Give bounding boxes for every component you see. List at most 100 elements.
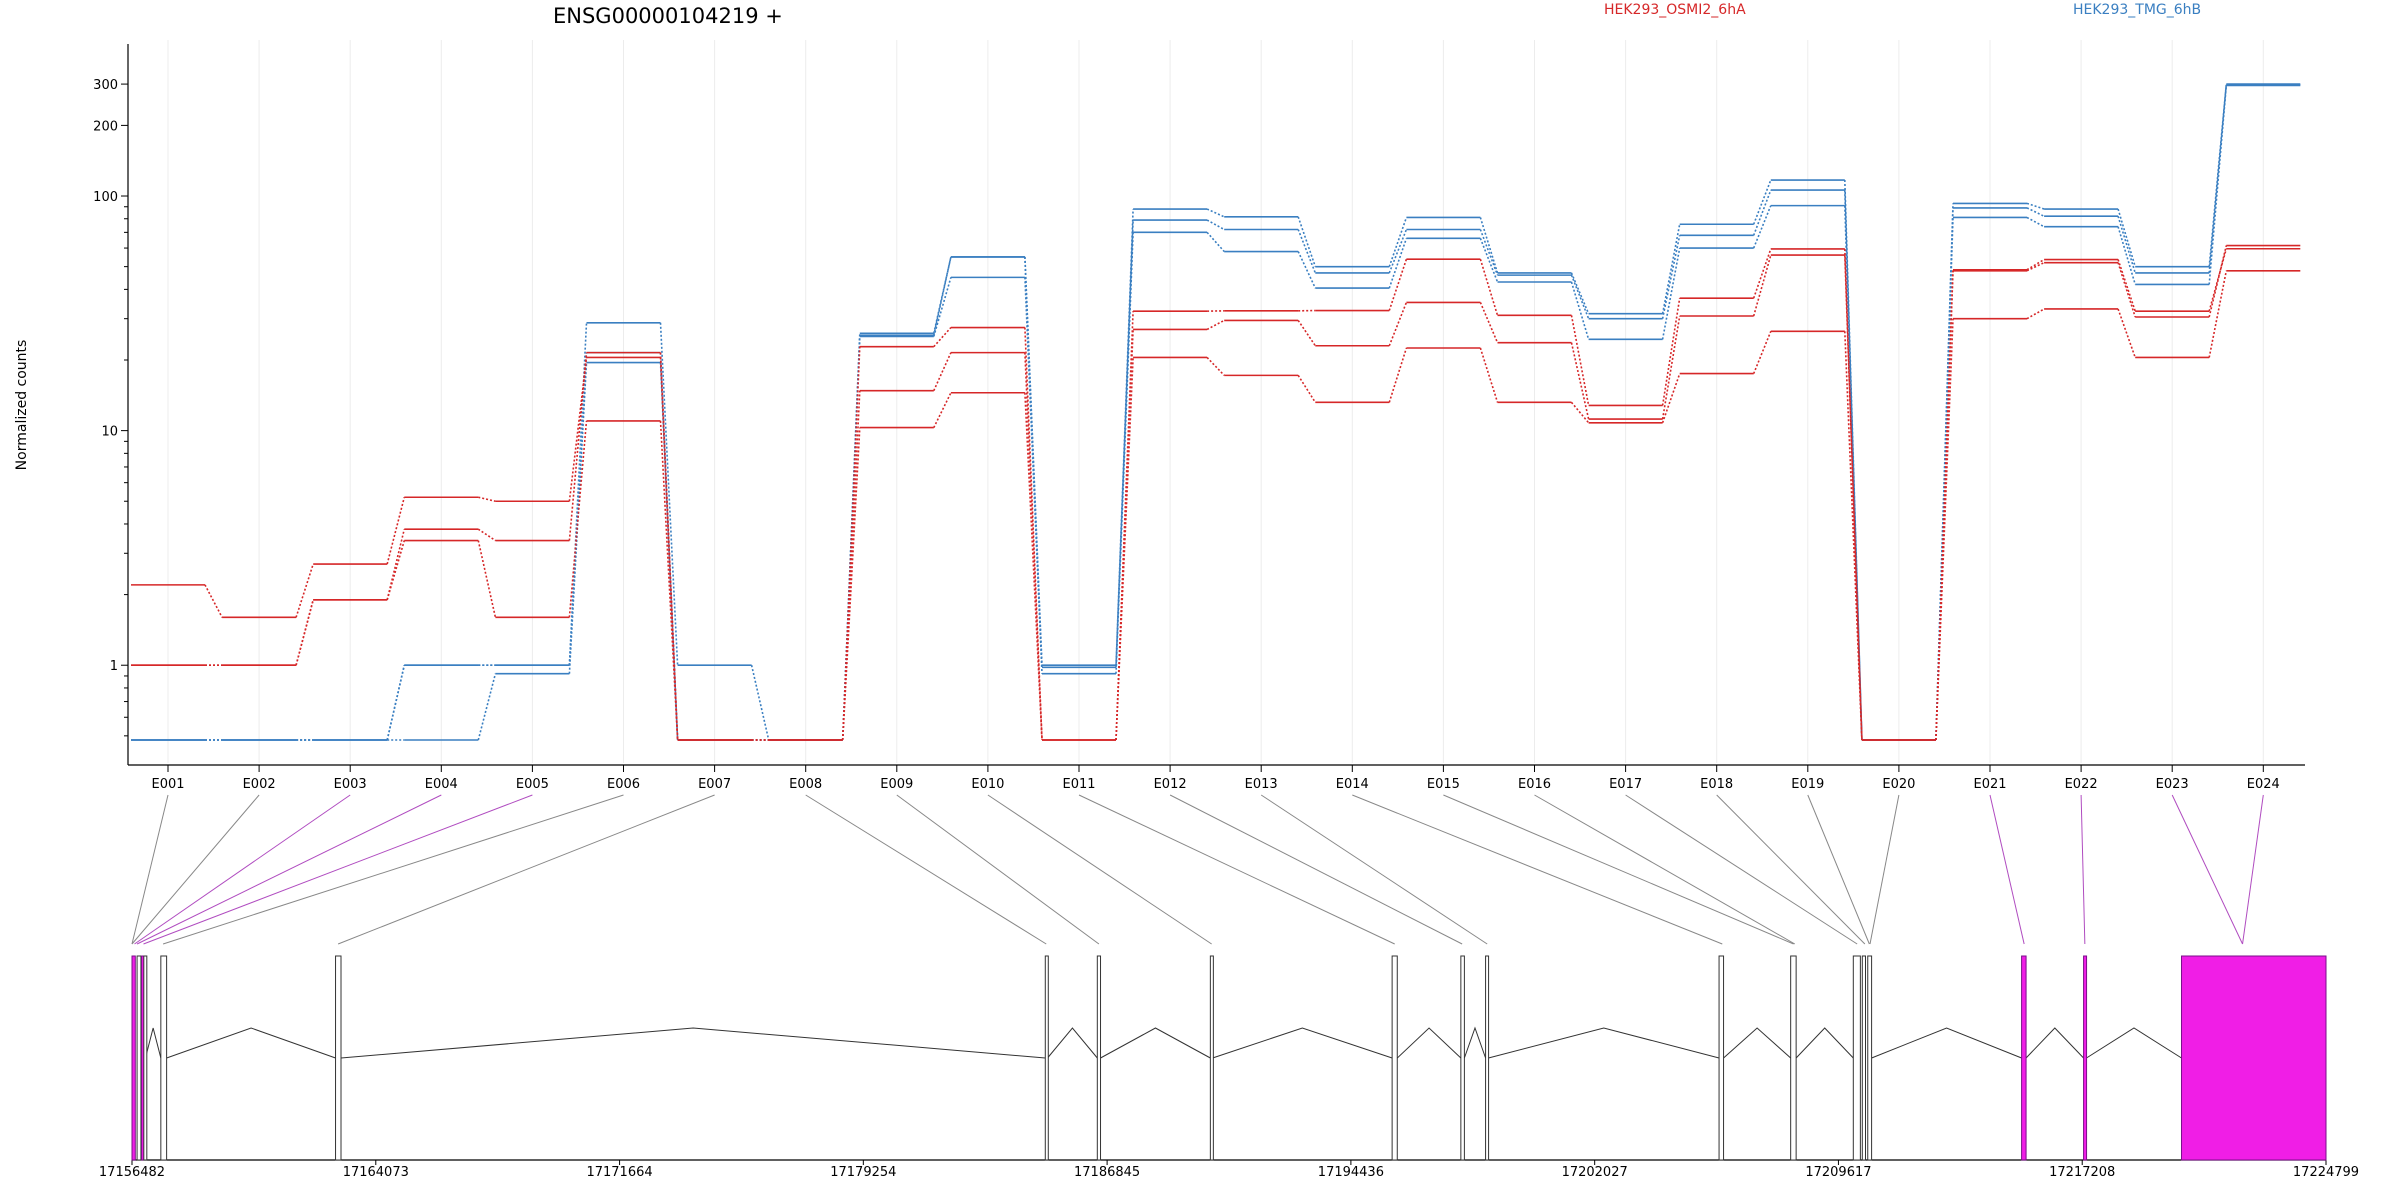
exon-block xyxy=(1485,955,1490,1161)
x-tick-label: E008 xyxy=(789,777,822,792)
intron-line xyxy=(1488,1027,1720,1059)
series-connector xyxy=(1206,219,1225,231)
series-connector xyxy=(2117,216,2136,274)
series-connector xyxy=(386,540,406,601)
series-connector xyxy=(568,322,588,666)
bin-connector-line xyxy=(2171,794,2243,945)
series-connector xyxy=(1935,318,1954,741)
series-HEK293_TMG_6hB xyxy=(131,83,2301,741)
exon-block xyxy=(1391,955,1398,1161)
series-connector xyxy=(1479,302,1499,344)
genomic-tick-label: 17164073 xyxy=(343,1165,409,1180)
exon-block xyxy=(143,955,148,1161)
series-HEK293_TMG_6hB xyxy=(131,84,2301,741)
genomic-tick-label: 17217208 xyxy=(2049,1165,2115,1180)
exon-block xyxy=(1044,955,1049,1161)
bin-connector-line xyxy=(1078,794,1395,945)
series-connector xyxy=(2208,270,2228,358)
series-connector xyxy=(1206,208,1225,218)
bin-connector-line xyxy=(1716,794,1866,945)
bin-connector-line xyxy=(2242,794,2264,945)
series-connector xyxy=(1570,274,1590,319)
series-layer xyxy=(131,83,2301,741)
bin-connectors xyxy=(131,794,2264,945)
intron-line xyxy=(1871,1027,2022,1059)
intron-line xyxy=(1047,1027,1098,1059)
bin-connector-line xyxy=(134,794,351,945)
bin-connector-line xyxy=(131,794,260,945)
series-connector xyxy=(2208,245,2228,318)
bin-connector-line xyxy=(1534,794,1796,945)
intron-line xyxy=(2025,1027,2084,1059)
x-tick-label: E017 xyxy=(1609,777,1642,792)
series-connector xyxy=(933,256,952,334)
x-tick-label: E023 xyxy=(2156,777,2189,792)
series-connector xyxy=(1661,247,1681,340)
series-connector xyxy=(1935,270,1954,741)
legend-label-tmg: HEK293_TMG_6hB xyxy=(2073,2,2201,18)
exon-block xyxy=(1460,955,1465,1161)
series-connector xyxy=(1388,217,1408,267)
exon-block xyxy=(1209,955,1214,1161)
series-connector xyxy=(2208,84,2228,267)
exon-block xyxy=(1096,955,1102,1161)
series-connector xyxy=(568,362,588,674)
genomic-tick-label: 17194436 xyxy=(1318,1165,1384,1180)
bin-connector-line xyxy=(2080,794,2086,945)
x-tick-label: E003 xyxy=(334,777,367,792)
series-connector xyxy=(386,529,406,601)
bin-connector-line xyxy=(337,794,715,945)
intron-line xyxy=(1723,1027,1792,1059)
series-connector xyxy=(659,352,679,741)
y-tick-label: 1 xyxy=(110,659,118,674)
genomic-tick-label: 17224799 xyxy=(2293,1165,2359,1180)
series-connector xyxy=(1024,352,1043,741)
genomic-tick-label: 17202027 xyxy=(1562,1165,1628,1180)
genomic-tick-label: 17171664 xyxy=(586,1165,652,1180)
series-HEK293_TMG_6hB xyxy=(131,83,2301,741)
intron-line xyxy=(340,1027,1046,1059)
exon-block xyxy=(1861,955,1867,1161)
series-connector xyxy=(2026,261,2045,272)
x-tick-label: E018 xyxy=(1700,777,1733,792)
series-connector xyxy=(1570,342,1590,420)
bin-connector-line xyxy=(1625,794,1858,945)
series-connector xyxy=(1297,374,1316,403)
exon-block xyxy=(2083,955,2088,1161)
series-connector xyxy=(1206,356,1225,376)
x-tick-label: E016 xyxy=(1518,777,1551,792)
series-connector xyxy=(933,327,952,348)
series-connector xyxy=(1024,392,1043,741)
series-connector xyxy=(1297,251,1317,289)
series-connector xyxy=(1844,331,1863,741)
series-connector xyxy=(659,420,679,741)
series-connector xyxy=(477,673,497,741)
series-connector xyxy=(1570,401,1590,424)
series-connector xyxy=(933,256,952,336)
series-connector xyxy=(2026,216,2045,228)
x-tick-label: E001 xyxy=(151,777,184,792)
bin-connector-line xyxy=(162,794,624,945)
series-connector xyxy=(1297,216,1317,267)
series-connector xyxy=(478,496,496,503)
series-connector xyxy=(1115,357,1134,741)
intron-line xyxy=(166,1027,336,1059)
series-connector xyxy=(295,563,314,618)
gene-model: 17156482 17164073 17171664 17179254 17186845… xyxy=(99,955,2359,1180)
series-connector xyxy=(1570,315,1590,406)
exon-block xyxy=(1718,955,1725,1161)
chart-title: ENSG00000104219 + xyxy=(553,4,783,28)
series-connector xyxy=(750,665,770,741)
series-connector xyxy=(1661,224,1681,314)
series-connector xyxy=(1115,220,1134,668)
series-connector xyxy=(1752,189,1772,236)
bin-connector-line xyxy=(987,794,1212,945)
y-tick-label: 10 xyxy=(101,425,118,440)
grid-lines xyxy=(167,40,2264,763)
intron-line xyxy=(1396,1027,1462,1059)
y-tick-label: 100 xyxy=(93,190,118,205)
series-connector xyxy=(1661,373,1681,424)
exon-block xyxy=(335,955,342,1161)
x-tick-label: E024 xyxy=(2247,777,2280,792)
